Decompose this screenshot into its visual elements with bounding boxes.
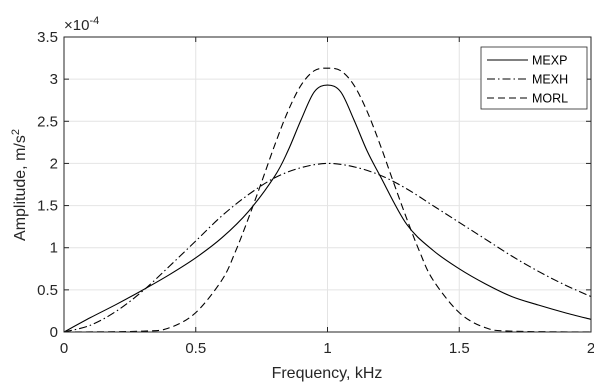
series-line-mexp bbox=[63, 84, 592, 333]
legend-box bbox=[480, 46, 588, 110]
y-tick-label: 2 bbox=[50, 155, 58, 172]
legend-label-mexh: MEXH bbox=[532, 73, 568, 87]
y-tick-label: 0 bbox=[50, 324, 58, 341]
y-tick-label: 1.5 bbox=[37, 198, 58, 215]
y-axis-label: Amplitude, m/s2 bbox=[10, 129, 29, 241]
series-line-morl bbox=[63, 67, 592, 333]
y-tick-label: 1 bbox=[50, 240, 58, 257]
y-tick-label: 3.5 bbox=[37, 29, 58, 46]
legend-label-morl: MORL bbox=[532, 92, 568, 106]
x-tick-label: 1 bbox=[323, 340, 331, 357]
x-tick-label: 1.5 bbox=[449, 340, 470, 357]
ticks: 0 0.5 1 1.5 2 0 0.5 1 1.5 2 2.5 3 3.5 bbox=[37, 29, 594, 357]
y-tick-label: 0.5 bbox=[37, 282, 58, 299]
x-tick-label: 0 bbox=[60, 340, 68, 357]
series-line-mexh bbox=[63, 162, 592, 333]
x-tick-label: 2 bbox=[587, 340, 594, 357]
x-tick-label: 0.5 bbox=[185, 340, 206, 357]
grid bbox=[63, 36, 592, 333]
legend-label-mexp: MEXP bbox=[532, 54, 567, 68]
series-layer bbox=[63, 67, 592, 333]
exponent-label: ×10-4 bbox=[64, 15, 99, 34]
legend: MEXP MEXH MORL bbox=[480, 46, 588, 110]
y-tick-label: 2.5 bbox=[37, 113, 58, 130]
y-tick-label: 3 bbox=[50, 71, 58, 88]
x-axis-label: Frequency, kHz bbox=[272, 365, 383, 382]
